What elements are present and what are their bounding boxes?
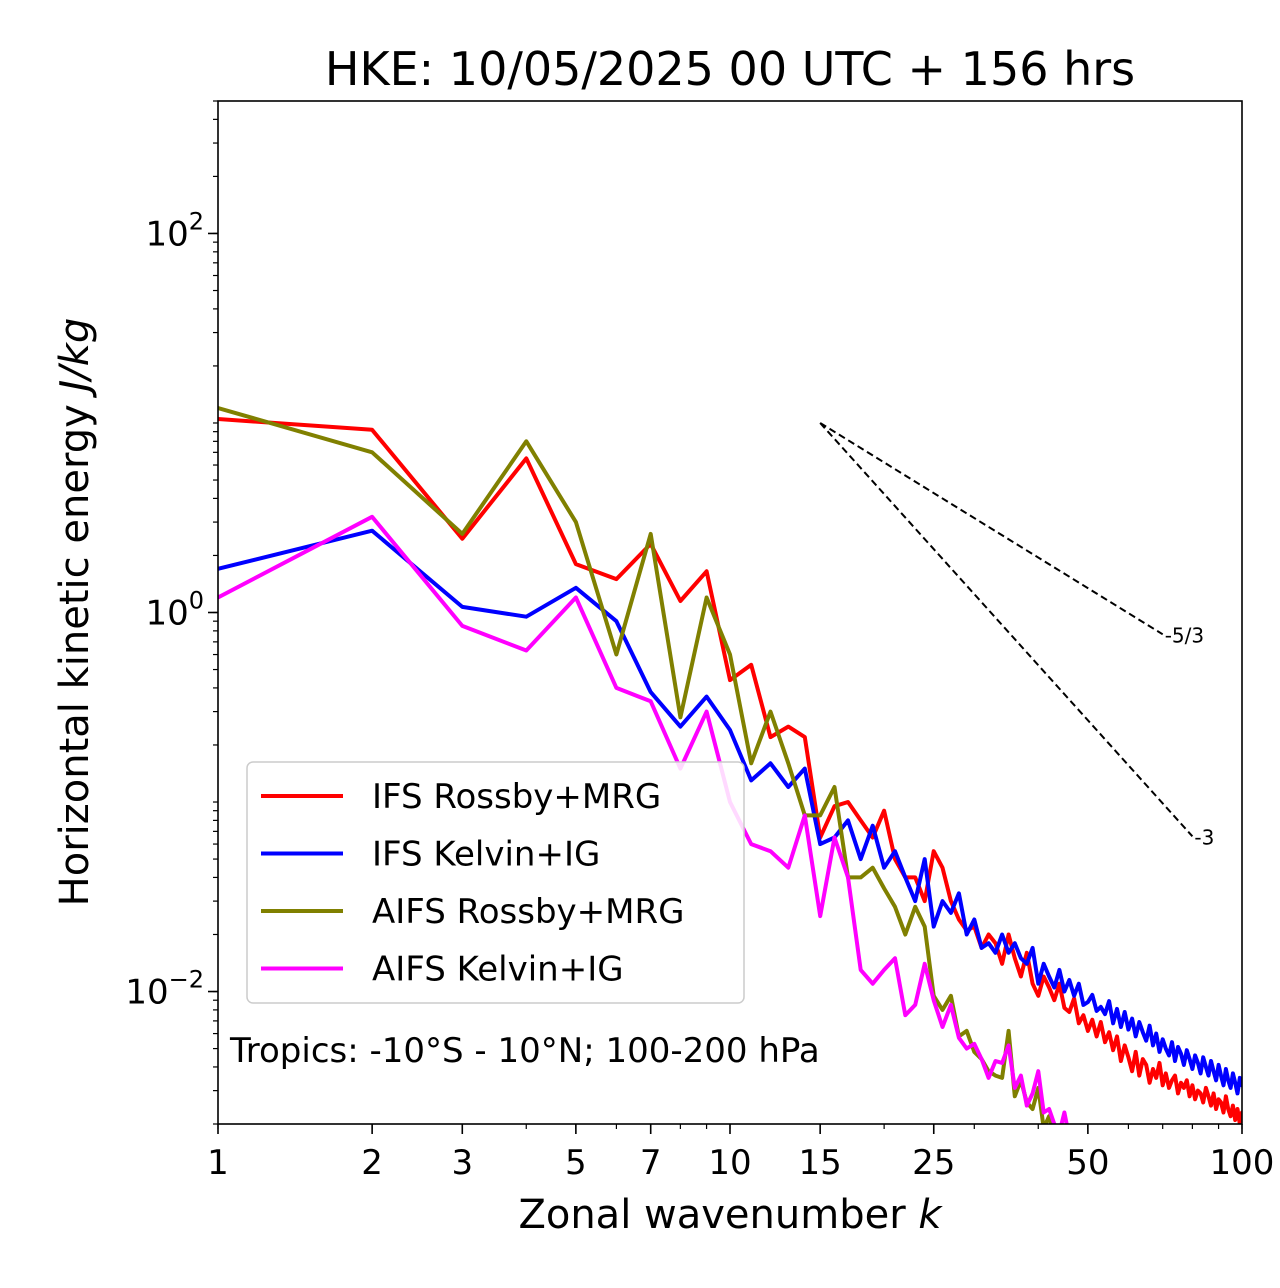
x-tick-label: 3 [451,1143,473,1183]
x-tick-label: 25 [912,1143,955,1183]
plot-frame [217,100,1243,1125]
reference-line-label-0: -5/3 [1165,623,1204,647]
reference-line-0 [819,422,1164,636]
x-tick-label: 2 [361,1143,383,1183]
legend: IFS Rossby+MRG IFS Kelvin+IG AIFS Rossby+M… [246,761,745,1004]
series-line-2 [218,406,1054,1124]
legend-label-0: IFS Rossby+MRG [372,777,661,817]
legend-items: IFS Rossby+MRG IFS Kelvin+IG AIFS Rossby+M… [261,777,684,990]
x-tick-label: 7 [640,1143,662,1183]
reference-line-1 [819,422,1194,837]
x-tick-label: 15 [799,1143,842,1183]
series-line-0 [218,417,1242,1124]
x-tick-label: 5 [565,1143,587,1183]
legend-label-2: AIFS Rossby+MRG [372,892,684,932]
y-tick-label: 100 [145,587,204,634]
y-tick-label: 102 [145,207,204,254]
y-tick-label: 10−2 [125,966,204,1013]
x-tick-label: 1 [207,1143,229,1183]
x-axis-ticks: 1 2 3 5 7 10 15 25 50 100 [207,1124,1274,1183]
legend-label-1: IFS Kelvin+IG [372,835,600,875]
legend-label-3: AIFS Kelvin+IG [372,950,624,990]
reference-line-label-1: -3 [1194,825,1214,849]
x-tick-label: 100 [1210,1143,1275,1183]
x-axis-label: Zonal wavenumber k [518,1192,943,1238]
x-tick-label: 10 [708,1143,751,1183]
y-axis-label: Horizontal kinetic energy J/kg [52,318,98,907]
legend-box [246,761,745,1004]
reference-lines: -5/3 -3 [819,422,1214,849]
x-tick-label: 50 [1066,1143,1109,1183]
chart-title: HKE: 10/05/2025 00 UTC + 156 hrs [325,42,1135,96]
region-annotation: Tropics: -10°S - 10°N; 100-200 hPa [229,1031,820,1071]
y-axis-ticks: 10−2 100 102 [125,100,218,1125]
series-line-1 [218,528,1242,1096]
